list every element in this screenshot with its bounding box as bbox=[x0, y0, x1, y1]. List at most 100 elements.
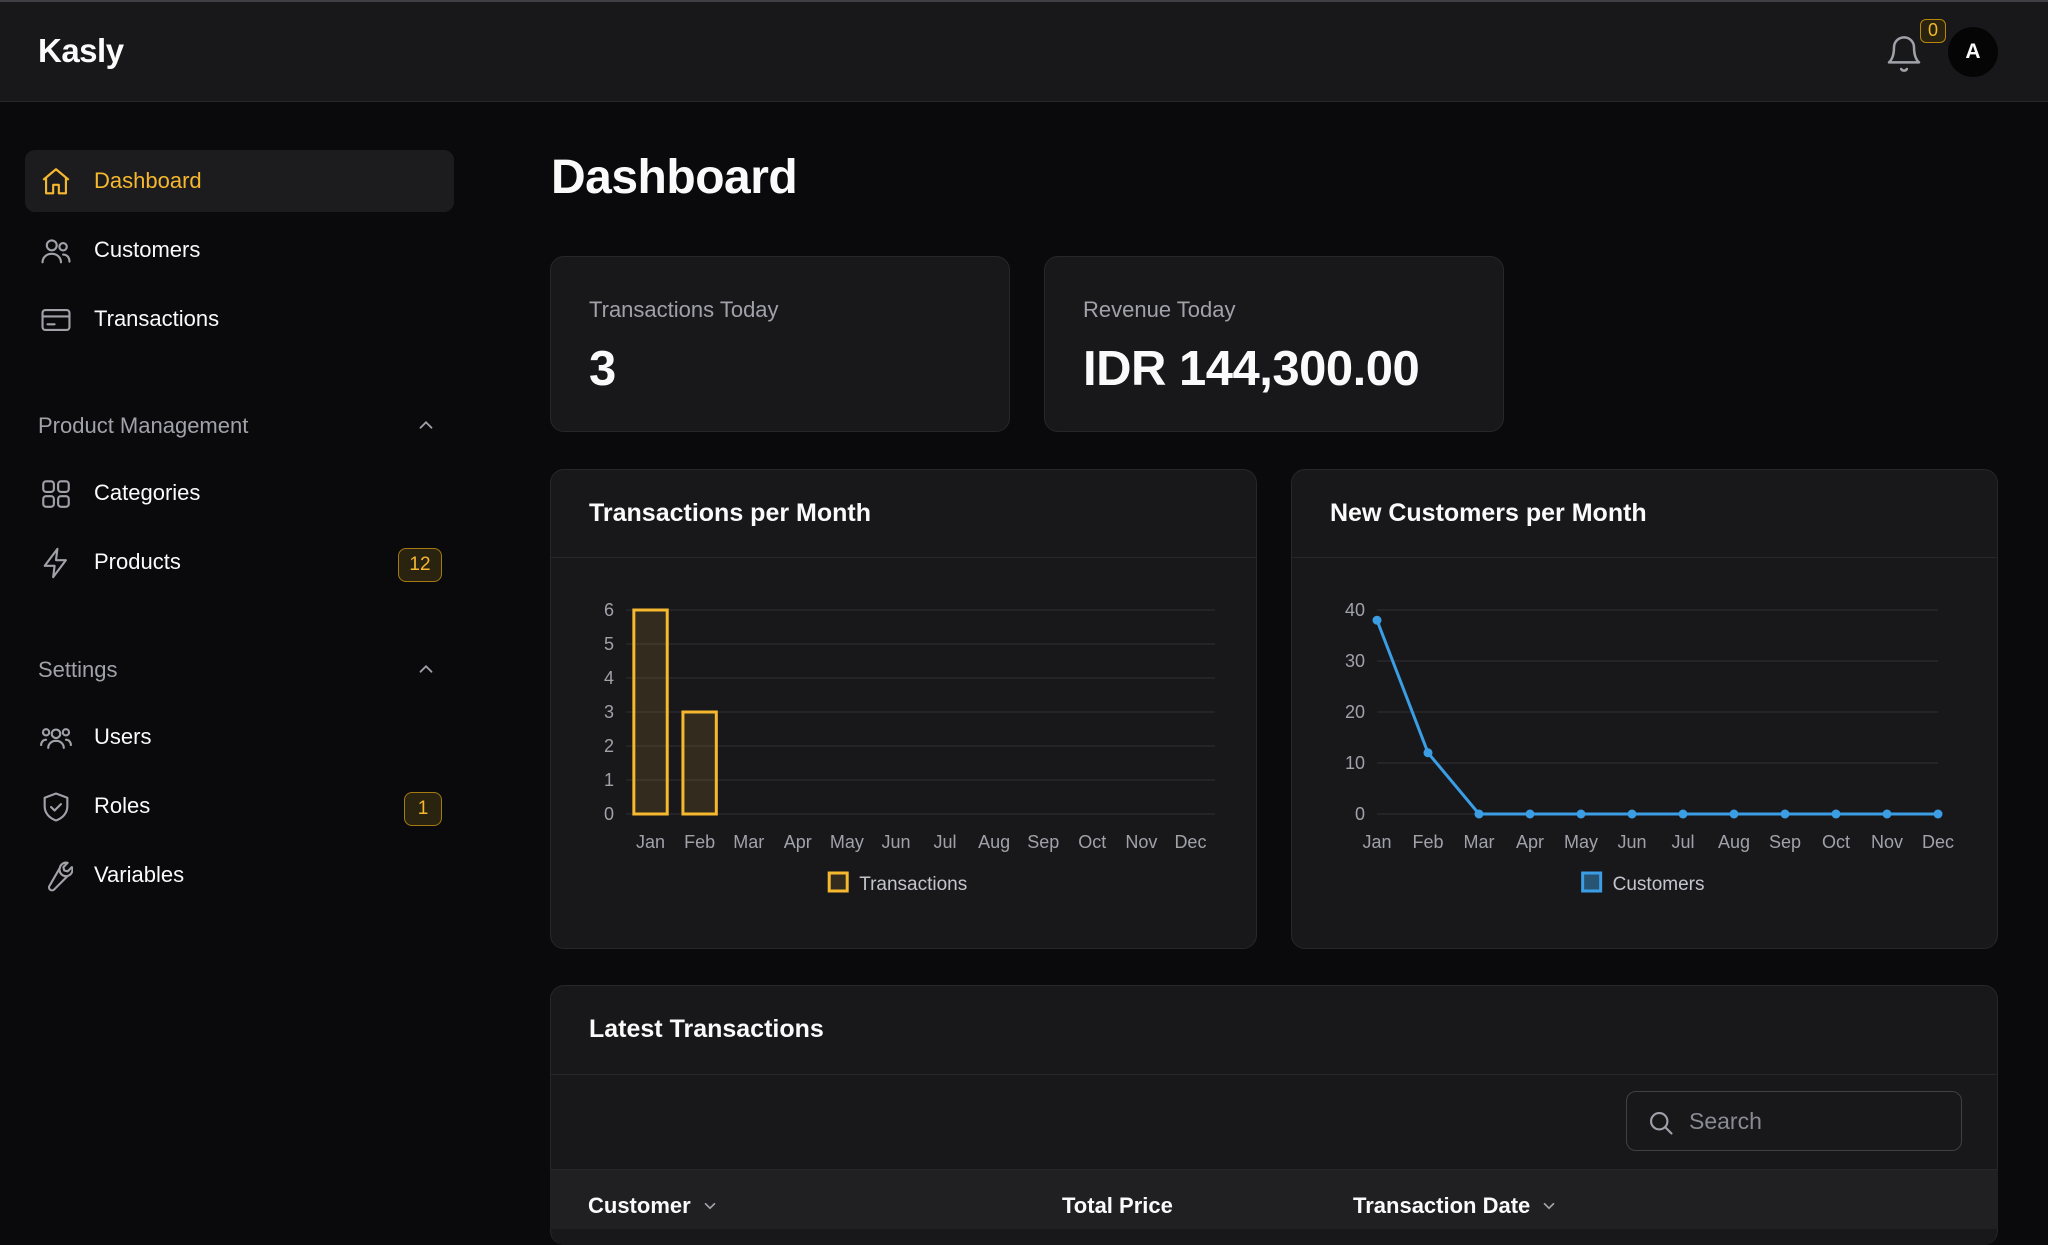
data-point bbox=[1780, 809, 1790, 819]
avatar[interactable]: A bbox=[1948, 27, 1998, 77]
stat-card-revenue-today: Revenue Today IDR 144,300.00 bbox=[1044, 256, 1504, 432]
x-tick-label: Jun bbox=[881, 832, 910, 852]
x-tick-label: Aug bbox=[1718, 832, 1750, 852]
sidebar-item-transactions[interactable]: Transactions bbox=[25, 288, 454, 350]
x-tick-label: Nov bbox=[1125, 832, 1157, 852]
series-line bbox=[1375, 619, 1938, 816]
sidebar-item-label: Products bbox=[94, 549, 181, 574]
data-point bbox=[1423, 748, 1433, 758]
section-title-product-management[interactable]: Product Management bbox=[38, 413, 249, 438]
stat-value: IDR 144,300.00 bbox=[1083, 342, 1420, 396]
chart-title: Transactions per Month bbox=[589, 499, 871, 527]
card-header: Latest Transactions bbox=[551, 986, 1997, 1075]
sidebar-item-customers[interactable]: Customers bbox=[25, 219, 454, 281]
data-point bbox=[1474, 809, 1484, 819]
y-tick-label: 4 bbox=[604, 668, 614, 688]
users-icon bbox=[41, 239, 71, 264]
legend-label: Transactions bbox=[859, 874, 967, 895]
stat-card-transactions-today: Transactions Today 3 bbox=[550, 256, 1010, 432]
sidebar-item-dashboard[interactable]: Dashboard bbox=[25, 150, 454, 212]
x-tick-label: Nov bbox=[1871, 832, 1903, 852]
x-tick-label: Jul bbox=[1671, 832, 1694, 852]
data-point bbox=[1882, 809, 1892, 819]
data-point bbox=[1729, 809, 1739, 819]
y-tick-label: 20 bbox=[1345, 702, 1365, 722]
stat-label: Revenue Today bbox=[1083, 297, 1236, 322]
x-tick-label: Jul bbox=[934, 832, 957, 852]
x-tick-label: Jan bbox=[1362, 832, 1391, 852]
y-tick-label: 1 bbox=[604, 770, 614, 790]
bar bbox=[681, 710, 718, 816]
chevron-down-icon bbox=[1543, 1202, 1555, 1210]
data-point bbox=[1576, 809, 1586, 819]
x-tick-label: Dec bbox=[1174, 832, 1206, 852]
x-tick-label: Apr bbox=[784, 832, 812, 852]
y-tick-label: 40 bbox=[1345, 600, 1365, 620]
data-point bbox=[1372, 615, 1382, 625]
column-label: Total Price bbox=[1062, 1193, 1173, 1218]
sidebar-item-roles[interactable]: Roles 1 bbox=[25, 775, 454, 837]
sidebar-item-users[interactable]: Users bbox=[25, 706, 454, 768]
y-tick-label: 30 bbox=[1345, 651, 1365, 671]
x-tick-label: Oct bbox=[1822, 832, 1850, 852]
data-point bbox=[1933, 809, 1943, 819]
section-title-settings[interactable]: Settings bbox=[38, 657, 118, 682]
app-logo[interactable]: Kasly bbox=[38, 32, 124, 69]
y-tick-label: 0 bbox=[1355, 804, 1365, 824]
card-header: Transactions per Month bbox=[551, 470, 1256, 558]
chart-card-transactions: Transactions per Month 0 1 2 3 4 5 6 Jan Feb Mar A… bbox=[550, 469, 1257, 949]
x-tick-label: Jun bbox=[1617, 832, 1646, 852]
column-header-total-price[interactable]: Total Price bbox=[1062, 1193, 1173, 1219]
sidebar-item-categories[interactable]: Categories bbox=[25, 462, 454, 524]
chart-card-customers: New Customers per Month 0 10 20 30 40 Jan Feb M… bbox=[1291, 469, 1998, 949]
table-header: Customer Total Price Transaction Date bbox=[550, 1169, 1998, 1229]
card-header: New Customers per Month bbox=[1292, 470, 1997, 558]
card-title: Latest Transactions bbox=[589, 1015, 824, 1043]
sidebar-item-label: Customers bbox=[94, 237, 201, 262]
sidebar-item-products[interactable]: Products 12 bbox=[25, 531, 454, 593]
sidebar-item-label: Variables bbox=[94, 862, 185, 887]
sidebar-item-variables[interactable]: Variables bbox=[25, 844, 454, 906]
home-icon bbox=[42, 168, 70, 195]
sidebar-item-label: Transactions bbox=[94, 306, 220, 331]
y-tick-label: 10 bbox=[1345, 753, 1365, 773]
chevron-up-icon[interactable] bbox=[415, 414, 437, 436]
products-count-badge: 12 bbox=[398, 548, 442, 582]
column-header-transaction-date[interactable]: Transaction Date bbox=[1353, 1193, 1558, 1219]
transactions-bar-chart: 0 1 2 3 4 5 6 Jan Feb Mar Apr May Jun Jul Aug Sep Oct Nov… bbox=[604, 600, 1215, 895]
column-label: Customer bbox=[588, 1193, 691, 1218]
chevron-up-icon[interactable] bbox=[415, 658, 437, 680]
bar bbox=[632, 608, 669, 816]
bell-icon[interactable] bbox=[1884, 34, 1924, 74]
y-tick-label: 3 bbox=[604, 702, 614, 722]
search-input[interactable] bbox=[1689, 1104, 1949, 1138]
notification-badge: 0 bbox=[1920, 19, 1946, 43]
column-header-customer[interactable]: Customer bbox=[588, 1193, 719, 1219]
x-tick-label: Mar bbox=[733, 832, 764, 852]
sidebar: Dashboard Customers Transactions Product… bbox=[0, 104, 480, 1223]
wrench-icon bbox=[47, 861, 73, 892]
x-tick-label: Sep bbox=[1769, 832, 1801, 852]
legend-swatch bbox=[827, 871, 849, 893]
customers-line-chart: 0 10 20 30 40 Jan Feb Mar Apr May Jun Jul Aug Sep Oct N… bbox=[1345, 600, 1954, 895]
column-label: Transaction Date bbox=[1353, 1193, 1531, 1218]
x-tick-label: Jan bbox=[636, 832, 665, 852]
search-field[interactable] bbox=[1626, 1091, 1962, 1151]
top-bar: Kasly 0 A bbox=[0, 0, 2048, 102]
data-point bbox=[1627, 809, 1637, 819]
page-title: Dashboard bbox=[551, 151, 798, 204]
x-tick-label: Aug bbox=[978, 832, 1010, 852]
y-tick-label: 5 bbox=[604, 634, 614, 654]
shield-check-icon bbox=[43, 792, 69, 822]
legend-label: Customers bbox=[1613, 874, 1705, 895]
x-tick-label: Mar bbox=[1464, 832, 1495, 852]
sidebar-item-label: Dashboard bbox=[94, 168, 202, 193]
sidebar-item-label: Categories bbox=[94, 480, 201, 505]
stat-label: Transactions Today bbox=[589, 297, 779, 322]
x-tick-label: Apr bbox=[1516, 832, 1544, 852]
sidebar-item-label: Users bbox=[94, 724, 152, 749]
search-icon bbox=[1650, 1112, 1673, 1135]
x-tick-label: Feb bbox=[1412, 832, 1443, 852]
credit-card-icon bbox=[41, 309, 71, 331]
stat-value: 3 bbox=[589, 342, 616, 396]
